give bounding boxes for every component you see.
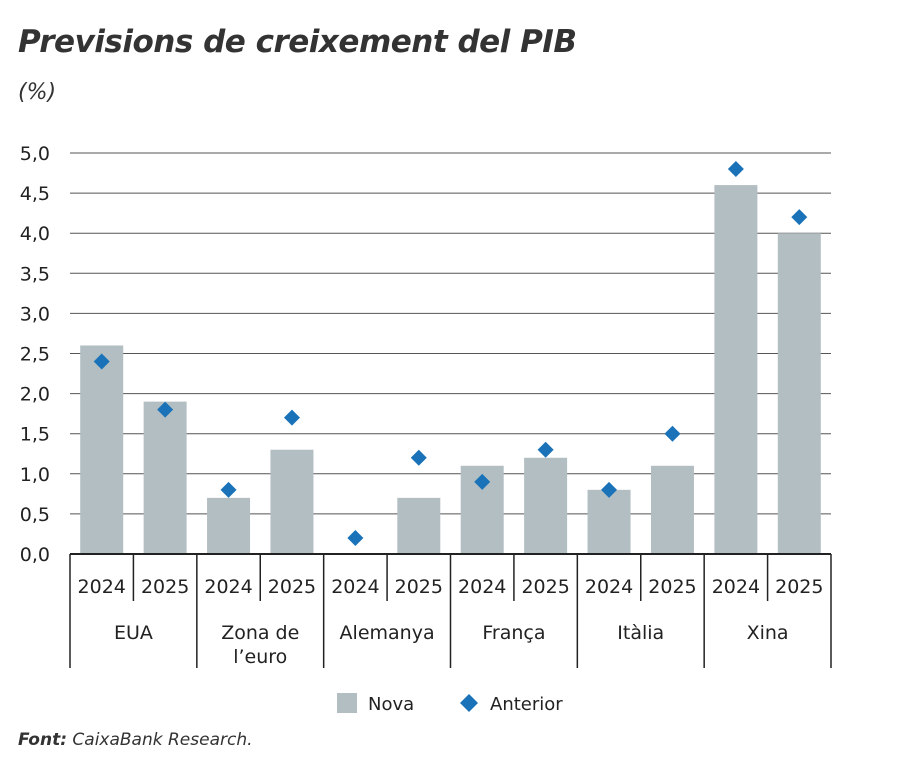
y-tick-label: 0,5 xyxy=(20,504,50,526)
y-tick-label: 3,0 xyxy=(20,303,50,325)
x-year-label: 2025 xyxy=(648,576,696,598)
x-year-label: 2024 xyxy=(458,576,506,598)
x-group-label: Itàlia xyxy=(617,622,664,644)
x-year-label: 2025 xyxy=(141,576,189,598)
bar-nova xyxy=(714,185,758,554)
marker-anterior xyxy=(727,161,744,178)
bar-nova xyxy=(587,489,631,554)
legend-label-anterior: Anterior xyxy=(490,694,563,715)
y-tick-label: 2,0 xyxy=(20,384,50,406)
marker-anterior xyxy=(474,473,491,490)
bar-nova xyxy=(207,497,251,554)
marker-anterior xyxy=(664,425,681,442)
legend-swatch-nova xyxy=(337,693,357,713)
x-year-label: 2025 xyxy=(395,576,443,598)
x-year-label: 2024 xyxy=(712,576,760,598)
source-label: Font: xyxy=(18,730,67,750)
y-tick-label: 4,5 xyxy=(20,183,50,205)
x-group-label: l’euro xyxy=(233,646,287,668)
legend-swatch-anterior xyxy=(460,694,478,712)
bar-nova xyxy=(777,233,821,554)
bar-nova xyxy=(397,497,441,554)
x-group-label: França xyxy=(482,622,545,644)
legend-label-nova: Nova xyxy=(368,694,414,715)
y-tick-label: 2,5 xyxy=(20,344,50,366)
y-tick-label: 0,0 xyxy=(20,544,50,566)
marker-anterior xyxy=(220,481,237,498)
bar-nova xyxy=(524,457,568,554)
marker-anterior xyxy=(601,481,618,498)
x-year-label: 2024 xyxy=(204,576,252,598)
source-note: Font: CaixaBank Research. xyxy=(18,730,253,750)
marker-anterior xyxy=(537,441,554,458)
x-year-label: 2024 xyxy=(78,576,126,598)
marker-anterior xyxy=(93,353,110,370)
x-group-label: Zona de xyxy=(221,622,299,644)
x-year-label: 2025 xyxy=(521,576,569,598)
y-tick-label: 3,5 xyxy=(20,263,50,285)
bar-nova xyxy=(270,449,314,554)
marker-anterior xyxy=(410,449,427,466)
bar-nova xyxy=(650,465,694,554)
marker-anterior xyxy=(791,209,808,226)
marker-anterior xyxy=(283,409,300,426)
marker-anterior xyxy=(157,401,174,418)
x-year-label: 2025 xyxy=(775,576,823,598)
source-text: CaixaBank Research. xyxy=(72,730,253,750)
x-year-label: 2025 xyxy=(268,576,316,598)
x-year-label: 2024 xyxy=(331,576,379,598)
chart-subtitle: (%) xyxy=(18,80,57,105)
x-year-label: 2024 xyxy=(585,576,633,598)
y-tick-label: 1,5 xyxy=(20,424,50,446)
bar-nova xyxy=(80,345,124,554)
y-tick-label: 4,0 xyxy=(20,223,50,245)
x-group-label: Xina xyxy=(747,622,789,644)
x-group-label: Alemanya xyxy=(340,622,435,644)
y-tick-label: 5,0 xyxy=(20,143,50,165)
y-tick-label: 1,0 xyxy=(20,464,50,486)
chart-title: Previsions de creixement del PIB xyxy=(18,24,577,60)
x-group-label: EUA xyxy=(114,622,153,644)
marker-anterior xyxy=(347,529,364,546)
bar-nova xyxy=(143,401,187,554)
